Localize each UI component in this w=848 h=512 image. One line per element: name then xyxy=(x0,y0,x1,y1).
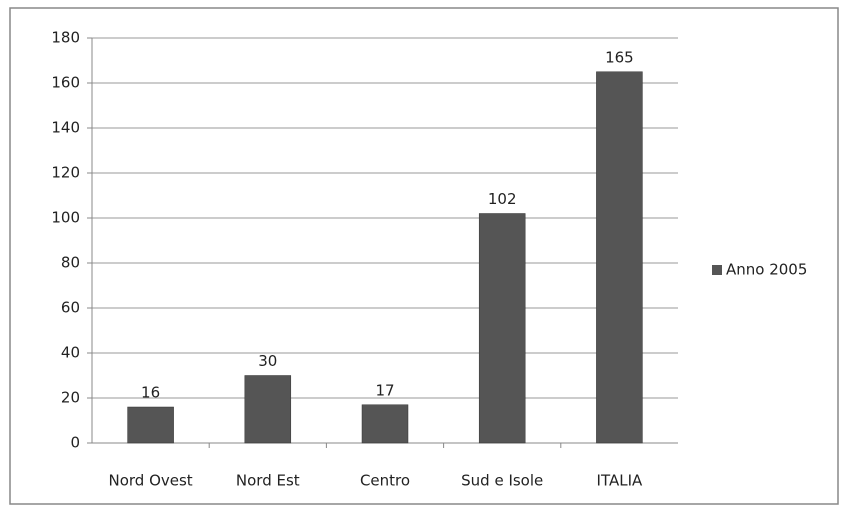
x-tick-label: Nord Est xyxy=(236,472,300,490)
y-tick-label: 40 xyxy=(61,344,80,362)
x-tick-label: Centro xyxy=(360,472,410,490)
y-tick-label: 120 xyxy=(51,164,80,182)
y-tick-label: 160 xyxy=(51,74,80,92)
legend-label: Anno 2005 xyxy=(726,261,807,279)
y-tick-label: 80 xyxy=(61,254,80,272)
data-label: 16 xyxy=(141,384,160,402)
y-tick-label: 100 xyxy=(51,209,80,227)
data-label: 102 xyxy=(488,190,517,208)
bar xyxy=(361,404,409,444)
y-tick-label: 0 xyxy=(70,434,80,452)
y-tick-label: 180 xyxy=(51,29,80,47)
x-tick-label: Sud e Isole xyxy=(461,472,543,490)
y-tick-label: 60 xyxy=(61,299,80,317)
x-tick-label: Nord Ovest xyxy=(108,472,192,490)
bar xyxy=(244,375,292,444)
data-label: 17 xyxy=(375,381,394,399)
legend-swatch xyxy=(712,265,722,275)
x-tick-label: ITALIA xyxy=(597,472,643,490)
bar xyxy=(478,213,526,444)
data-label: 30 xyxy=(258,352,277,370)
data-label: 165 xyxy=(605,48,634,66)
bar xyxy=(596,71,643,444)
y-tick-label: 20 xyxy=(61,389,80,407)
bar xyxy=(127,406,174,444)
y-tick-label: 140 xyxy=(51,119,80,137)
